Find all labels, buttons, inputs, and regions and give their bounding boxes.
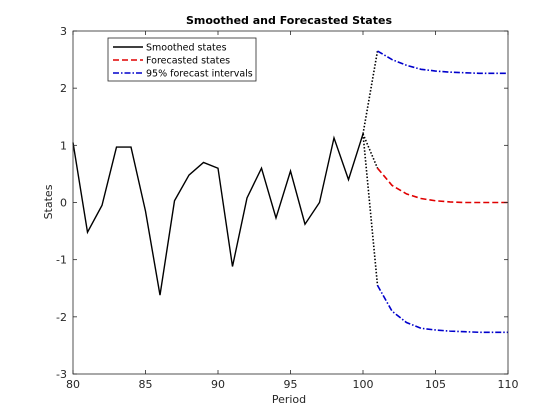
series-line-2 [377, 50, 508, 75]
connector-line-0 [362, 133, 379, 169]
chart-title: Smoothed and Forecasted States [186, 14, 392, 27]
y-axis-label: States [42, 184, 55, 219]
connector-line-1 [362, 50, 379, 135]
y-tick-label: 0 [60, 197, 67, 210]
y-tick-label: -1 [56, 254, 67, 267]
plot-background [73, 31, 508, 374]
y-tick-label: 2 [60, 82, 67, 95]
series-line-3 [376, 284, 508, 334]
series-line-0 [72, 133, 364, 296]
legend-label-0: Smoothed states [146, 43, 227, 54]
y-tick-label: -2 [56, 311, 67, 324]
legend-label-2: 95% forecast intervals [146, 69, 253, 80]
x-tick-label: 90 [211, 378, 225, 391]
y-tick-label: 1 [60, 139, 67, 152]
x-tick-label: 85 [139, 378, 153, 391]
x-tick-label: 105 [425, 378, 446, 391]
x-tick-label: 110 [498, 378, 519, 391]
axes: 80 85 90 95 100 105 110 -3 -2 -1 0 1 2 3 [56, 25, 518, 391]
x-axis-label: Period [272, 393, 306, 406]
legend-label-1: Forecasted states [146, 56, 230, 67]
x-tick-label: 100 [353, 378, 374, 391]
series-line-1 [376, 167, 508, 204]
x-tick-label: 95 [284, 378, 298, 391]
y-tick-label: -3 [56, 368, 67, 381]
connector-line-2 [362, 133, 379, 286]
x-tick-label: 80 [66, 378, 80, 391]
legend: Smoothed states Forecasted states 95% fore… [107, 37, 257, 82]
y-tick-label: 3 [60, 25, 67, 38]
plot-area [72, 31, 508, 374]
